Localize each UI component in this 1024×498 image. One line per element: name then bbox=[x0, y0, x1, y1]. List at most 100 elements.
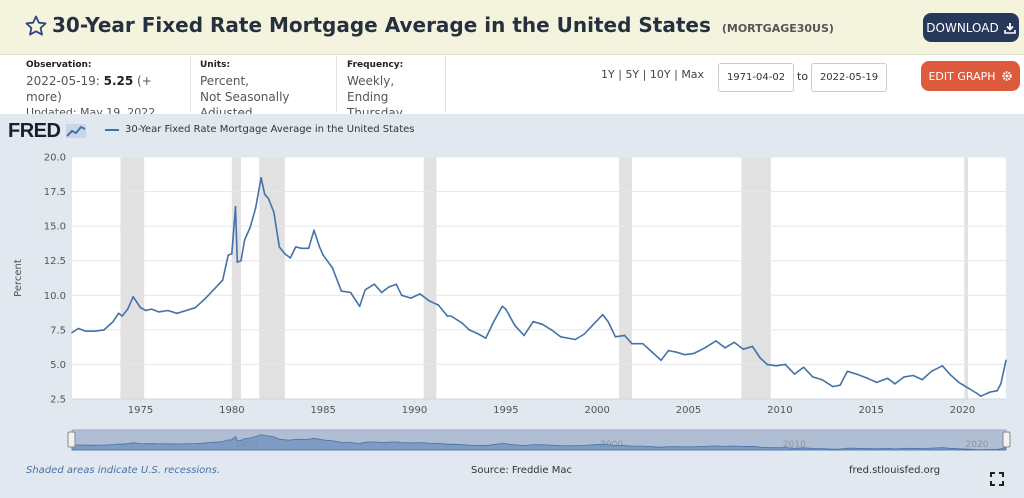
data-point[interactable] bbox=[212, 288, 215, 291]
data-point[interactable] bbox=[349, 291, 352, 294]
data-point[interactable] bbox=[660, 359, 662, 362]
data-point[interactable] bbox=[704, 347, 706, 349]
data-point[interactable] bbox=[273, 211, 275, 214]
data-point[interactable] bbox=[941, 365, 944, 367]
observation-more-link[interactable]: (+ more) bbox=[26, 74, 152, 104]
data-point[interactable] bbox=[550, 329, 553, 331]
data-point[interactable] bbox=[84, 330, 87, 333]
data-point[interactable] bbox=[240, 259, 242, 262]
data-point[interactable] bbox=[541, 323, 544, 326]
data-point[interactable] bbox=[839, 384, 841, 386]
site-url[interactable]: fred.stlouisfed.org bbox=[849, 465, 941, 476]
data-point[interactable] bbox=[231, 253, 233, 255]
data-point[interactable] bbox=[989, 391, 991, 393]
data-point[interactable] bbox=[227, 254, 229, 256]
range-5y-button[interactable]: 5Y bbox=[625, 68, 640, 81]
data-point[interactable] bbox=[419, 293, 421, 295]
data-point[interactable] bbox=[846, 370, 849, 373]
data-point[interactable] bbox=[284, 253, 286, 255]
navigator-left-handle[interactable] bbox=[67, 431, 76, 448]
data-point[interactable] bbox=[278, 246, 281, 248]
data-point[interactable] bbox=[958, 381, 960, 384]
fullscreen-icon[interactable] bbox=[990, 472, 1004, 486]
data-point[interactable] bbox=[505, 308, 507, 310]
data-point[interactable] bbox=[221, 279, 224, 281]
data-point[interactable] bbox=[94, 330, 96, 333]
data-point[interactable] bbox=[855, 373, 858, 375]
data-point[interactable] bbox=[667, 349, 670, 352]
data-point[interactable] bbox=[875, 381, 878, 384]
data-point[interactable] bbox=[996, 389, 999, 392]
data-point[interactable] bbox=[784, 363, 787, 366]
data-point[interactable] bbox=[358, 305, 361, 308]
data-point[interactable] bbox=[742, 348, 745, 351]
data-point[interactable] bbox=[71, 331, 73, 334]
data-point[interactable] bbox=[623, 334, 626, 337]
data-point[interactable] bbox=[751, 345, 754, 348]
data-point[interactable] bbox=[388, 286, 390, 288]
data-point[interactable] bbox=[267, 197, 270, 200]
range-1y-button[interactable]: 1Y bbox=[601, 68, 615, 81]
data-point[interactable] bbox=[139, 306, 142, 309]
data-point[interactable] bbox=[103, 329, 105, 331]
data-point[interactable] bbox=[145, 309, 147, 312]
data-point[interactable] bbox=[766, 363, 768, 366]
data-point[interactable] bbox=[758, 356, 761, 359]
data-point[interactable] bbox=[492, 322, 494, 324]
data-point[interactable] bbox=[150, 308, 153, 310]
data-point[interactable] bbox=[477, 333, 480, 335]
data-point[interactable] bbox=[523, 334, 525, 337]
data-point[interactable] bbox=[185, 309, 187, 312]
data-point[interactable] bbox=[821, 378, 823, 381]
data-point[interactable] bbox=[121, 315, 124, 317]
data-point[interactable] bbox=[514, 324, 516, 327]
data-point[interactable] bbox=[802, 366, 805, 368]
data-point[interactable] bbox=[601, 313, 604, 316]
range-10y-button[interactable]: 10Y bbox=[649, 68, 671, 81]
data-point[interactable] bbox=[930, 370, 933, 373]
download-button[interactable]: DOWNLOAD bbox=[923, 13, 1019, 42]
data-point[interactable] bbox=[380, 291, 383, 294]
data-point[interactable] bbox=[236, 261, 239, 263]
data-point[interactable] bbox=[607, 320, 609, 323]
data-point[interactable] bbox=[642, 342, 644, 345]
data-point[interactable] bbox=[132, 295, 134, 298]
data-point[interactable] bbox=[194, 306, 197, 309]
data-point[interactable] bbox=[313, 229, 315, 232]
data-point[interactable] bbox=[263, 193, 266, 196]
data-point[interactable] bbox=[921, 378, 924, 381]
data-point[interactable] bbox=[468, 329, 471, 331]
data-point[interactable] bbox=[501, 305, 503, 308]
data-point[interactable] bbox=[793, 373, 796, 375]
data-point[interactable] bbox=[1005, 359, 1007, 362]
data-point[interactable] bbox=[395, 283, 398, 286]
data-point[interactable] bbox=[912, 374, 915, 377]
data-point[interactable] bbox=[400, 294, 403, 297]
data-point[interactable] bbox=[126, 308, 129, 310]
data-point[interactable] bbox=[410, 297, 412, 299]
start-date-input[interactable]: 1971-04-02 bbox=[718, 63, 794, 92]
data-point[interactable] bbox=[733, 341, 735, 344]
data-point[interactable] bbox=[117, 312, 120, 315]
data-point[interactable] bbox=[1000, 382, 1002, 385]
data-point[interactable] bbox=[176, 312, 178, 315]
data-point[interactable] bbox=[461, 322, 463, 324]
data-point[interactable] bbox=[77, 327, 80, 330]
data-point[interactable] bbox=[592, 323, 595, 326]
data-point[interactable] bbox=[693, 352, 695, 355]
data-point[interactable] bbox=[203, 298, 206, 301]
data-point[interactable] bbox=[318, 246, 321, 248]
data-point[interactable] bbox=[532, 320, 535, 323]
data-point[interactable] bbox=[373, 283, 376, 286]
data-point[interactable] bbox=[894, 382, 896, 385]
data-point[interactable] bbox=[112, 320, 114, 323]
data-point[interactable] bbox=[967, 387, 969, 389]
data-point[interactable] bbox=[254, 207, 257, 209]
data-point[interactable] bbox=[976, 392, 978, 395]
data-point[interactable] bbox=[243, 239, 246, 241]
data-point[interactable] bbox=[446, 315, 449, 317]
data-point[interactable] bbox=[583, 333, 586, 335]
data-point[interactable] bbox=[340, 290, 343, 292]
data-point[interactable] bbox=[136, 301, 138, 303]
data-point[interactable] bbox=[715, 340, 717, 342]
